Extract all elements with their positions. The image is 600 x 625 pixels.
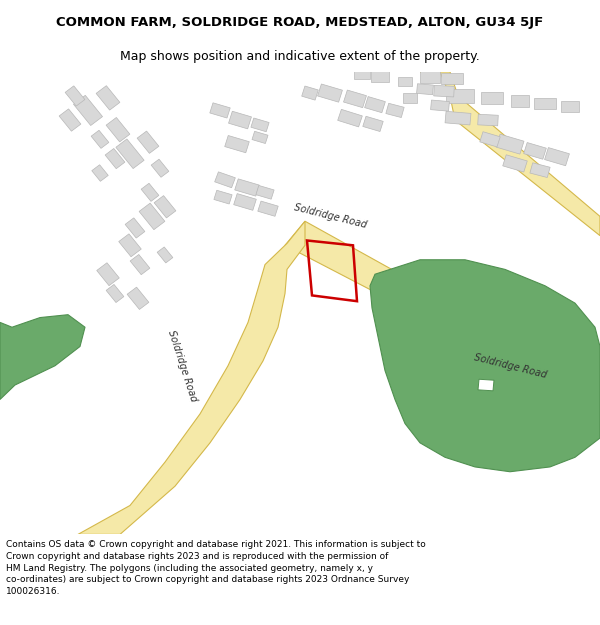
Bar <box>235 179 259 196</box>
Bar <box>338 109 362 127</box>
Bar <box>73 96 103 126</box>
Bar <box>302 86 319 100</box>
Bar <box>363 116 383 131</box>
Bar <box>130 254 150 274</box>
Bar <box>229 111 251 129</box>
Bar <box>225 136 249 152</box>
Bar <box>434 86 454 97</box>
Polygon shape <box>370 260 600 472</box>
Bar <box>127 287 149 309</box>
Bar <box>354 69 370 79</box>
Bar <box>233 194 256 210</box>
Bar <box>365 97 385 112</box>
Bar <box>214 190 232 204</box>
Polygon shape <box>0 315 85 399</box>
Bar <box>91 130 109 148</box>
Bar <box>141 183 159 201</box>
Bar <box>97 262 119 286</box>
Bar <box>420 71 440 83</box>
Bar <box>478 114 498 126</box>
Bar <box>154 196 176 218</box>
Bar <box>496 134 524 154</box>
Bar <box>258 201 278 216</box>
Bar <box>480 132 500 147</box>
Text: Soldridge Road: Soldridge Road <box>293 202 367 230</box>
Bar <box>116 139 144 169</box>
Bar <box>106 284 124 302</box>
Polygon shape <box>78 221 305 534</box>
Bar <box>524 142 547 159</box>
Bar <box>511 95 529 106</box>
Bar <box>561 101 579 112</box>
Text: Soldridge Road: Soldridge Road <box>166 329 198 402</box>
Bar <box>534 98 556 109</box>
Bar <box>65 86 85 106</box>
Bar <box>344 90 367 108</box>
Bar <box>386 103 404 118</box>
Bar <box>59 109 81 131</box>
Polygon shape <box>420 72 600 236</box>
Bar <box>441 73 463 84</box>
Bar <box>398 77 412 86</box>
Bar <box>431 100 449 111</box>
Bar <box>530 162 550 177</box>
Text: Soldridge Road: Soldridge Road <box>473 352 547 379</box>
Bar <box>371 71 389 82</box>
Bar <box>256 186 274 199</box>
Bar <box>252 131 268 144</box>
Bar <box>106 118 130 142</box>
Bar <box>481 92 503 104</box>
Bar <box>416 84 433 95</box>
Bar <box>445 111 471 125</box>
Bar <box>119 234 141 257</box>
Bar <box>545 148 569 166</box>
Bar <box>105 149 125 169</box>
Bar <box>137 131 159 153</box>
Bar <box>210 103 230 118</box>
Text: Contains OS data © Crown copyright and database right 2021. This information is : Contains OS data © Crown copyright and d… <box>6 540 426 596</box>
Bar <box>446 89 474 102</box>
Text: Map shows position and indicative extent of the property.: Map shows position and indicative extent… <box>120 50 480 63</box>
Bar <box>215 172 235 187</box>
Bar <box>96 86 120 110</box>
Bar <box>151 159 169 177</box>
Polygon shape <box>478 379 494 391</box>
Polygon shape <box>285 221 600 409</box>
Bar <box>125 218 145 238</box>
Bar <box>317 84 343 102</box>
Bar <box>157 247 173 263</box>
Bar <box>139 203 165 229</box>
Text: COMMON FARM, SOLDRIDGE ROAD, MEDSTEAD, ALTON, GU34 5JF: COMMON FARM, SOLDRIDGE ROAD, MEDSTEAD, A… <box>56 16 544 29</box>
Bar <box>503 155 527 172</box>
Bar <box>251 118 269 132</box>
Bar <box>403 93 417 103</box>
Bar <box>92 165 108 181</box>
